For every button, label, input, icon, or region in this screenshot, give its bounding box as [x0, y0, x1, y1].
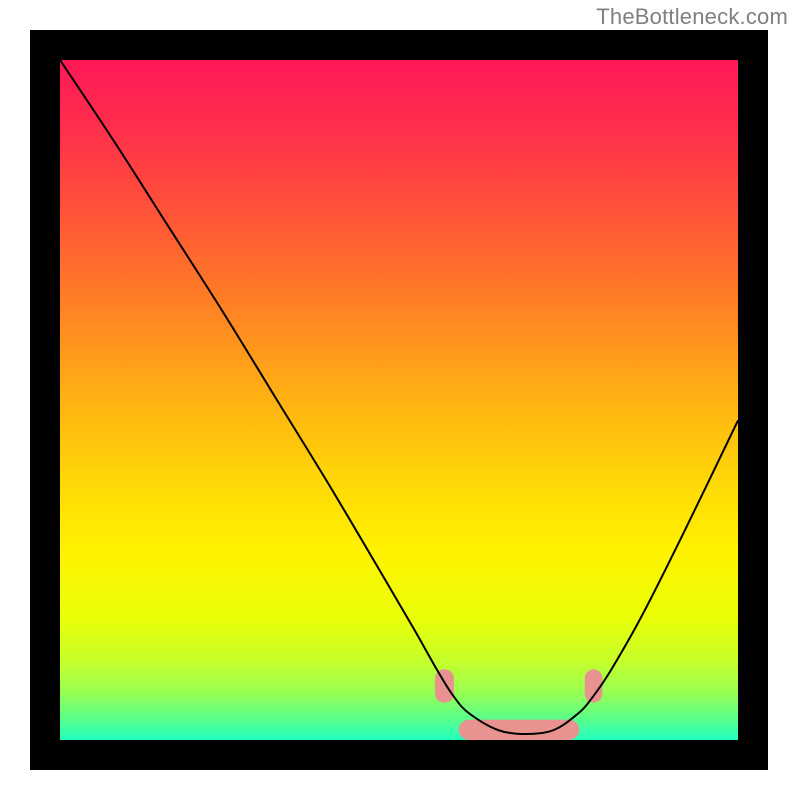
plot-frame	[30, 30, 768, 770]
plot-svg	[60, 60, 738, 740]
attribution-text: TheBottleneck.com	[596, 4, 788, 30]
